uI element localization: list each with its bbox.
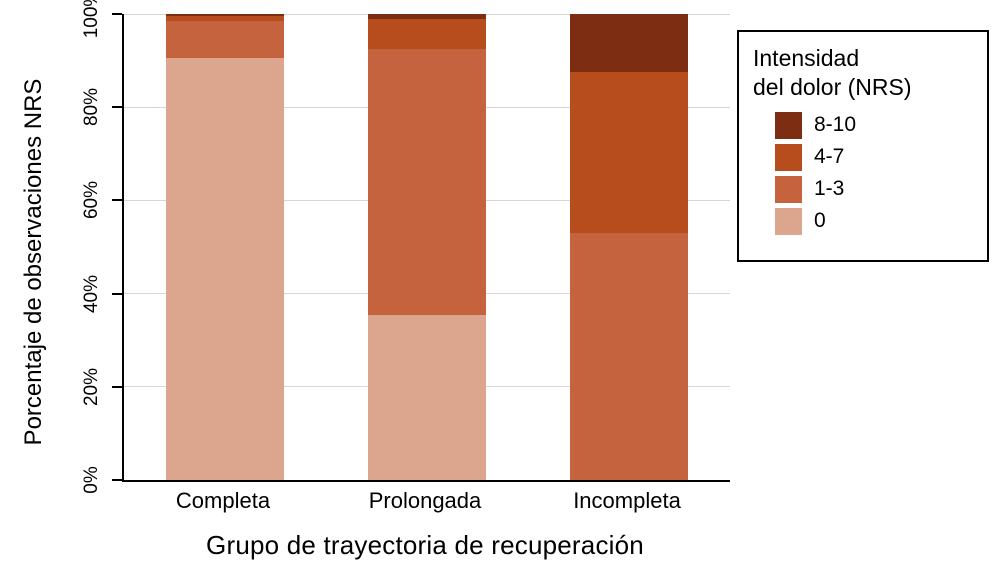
legend-items: 8-10 4-7 1-3 0: [753, 111, 973, 235]
legend-label: 1-3: [814, 177, 845, 200]
bar-group-completa: [124, 14, 326, 480]
legend-label: 4-7: [814, 145, 845, 168]
y-tick-label: 60%: [81, 181, 102, 220]
bar-group-prolongada: [326, 14, 528, 480]
y-tick-label: 0%: [81, 466, 102, 494]
plot-area: 0% 20% 40% 60% 80% 100%: [81, 0, 730, 494]
bars-container: [124, 14, 730, 480]
bar-segment-8-10: [570, 14, 688, 73]
legend-title-line1: Intensidad: [753, 45, 860, 71]
y-tick-label: 100%: [81, 0, 102, 39]
y-tick: [112, 479, 122, 481]
legend-item: 4-7: [775, 143, 973, 171]
y-tick-label: 20%: [81, 367, 102, 406]
x-axis-title: Grupo de trayectoria de recuperación: [206, 530, 644, 560]
bar: [570, 14, 688, 480]
y-tick: [112, 385, 122, 388]
y-tick-label: 80%: [81, 88, 102, 127]
bar-group-incompleta: [528, 14, 730, 480]
bar-segment-4-7: [570, 72, 688, 234]
x-tick-label: Completa: [175, 488, 271, 513]
y-tick: [112, 13, 122, 15]
legend-swatch: [775, 111, 802, 139]
legend-swatch: [775, 175, 802, 203]
y-axis-title: Porcentaje de observaciones NRS: [20, 78, 47, 446]
x-tick-label: Prolongada: [368, 488, 482, 513]
bar-segment-8-10: [166, 14, 284, 17]
legend-title-line2: del dolor (NRS): [753, 73, 912, 100]
gridline: [124, 13, 730, 15]
bar-segment-1-3: [166, 21, 284, 59]
x-tick-labels: Completa Prolongada Incompleta: [122, 488, 728, 514]
bar: [166, 14, 284, 480]
y-tick-label: 40%: [81, 274, 102, 313]
y-tick: [112, 106, 122, 109]
bar-segment-1-3: [368, 48, 486, 315]
legend-label: 0: [814, 209, 826, 232]
bar-segment-0: [166, 58, 284, 480]
bar-segment-4-7: [166, 16, 284, 22]
legend-title: Intensidad del dolor (NRS): [753, 44, 973, 102]
y-tick: [112, 292, 122, 295]
legend-item: 8-10: [775, 111, 973, 139]
legend-item: 0: [775, 207, 973, 235]
bar-segment-4-7: [368, 18, 486, 49]
legend-label: 8-10: [814, 113, 857, 136]
legend-swatch: [775, 207, 802, 235]
legend-swatch: [775, 143, 802, 171]
bar-segment-1-3: [570, 233, 688, 480]
bar-segment-8-10: [368, 14, 486, 19]
x-tick-label: Incompleta: [573, 488, 681, 513]
legend-box: Intensidad del dolor (NRS) 8-10 4-7 1-3 0: [737, 30, 989, 262]
bar-segment-0: [368, 314, 486, 480]
y-tick: [112, 199, 122, 202]
bar: [368, 14, 486, 480]
legend-item: 1-3: [775, 175, 973, 203]
